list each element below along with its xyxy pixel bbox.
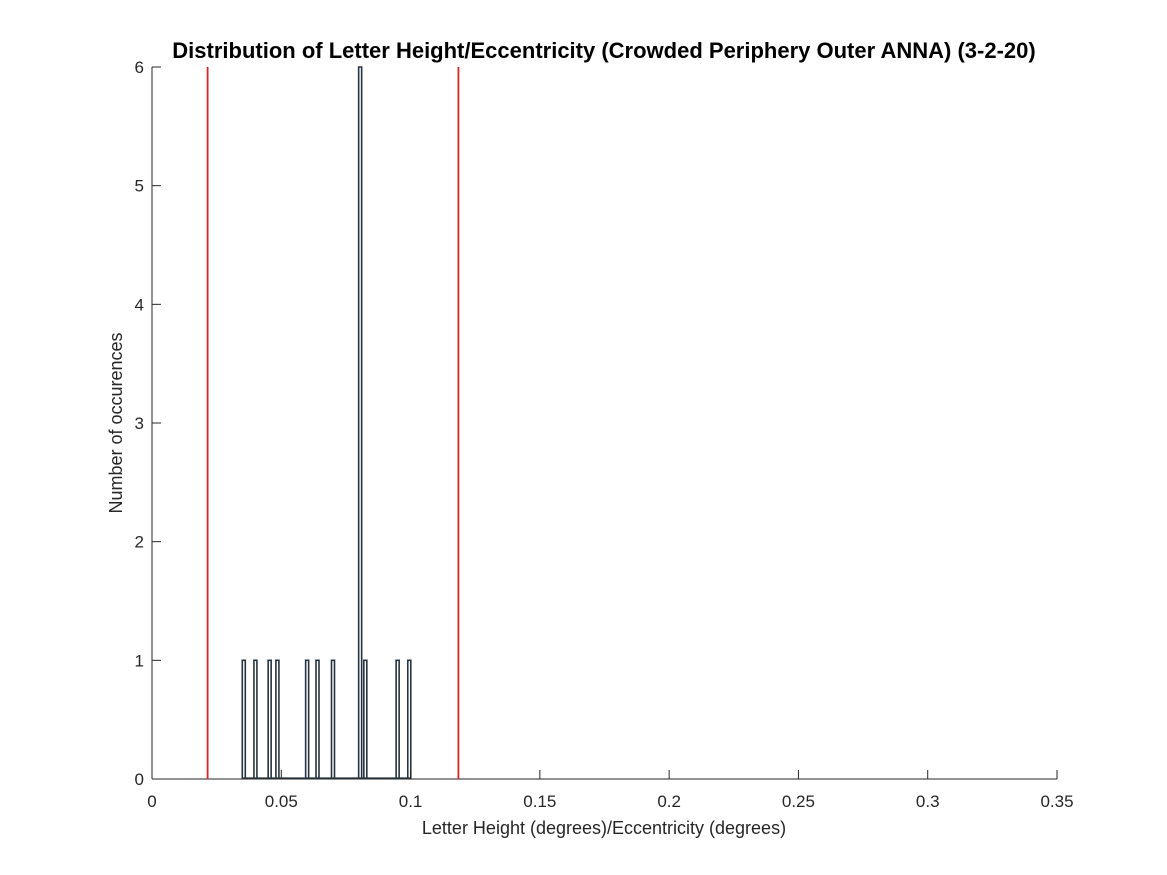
- histogram-bar: [395, 659, 400, 779]
- histogram-bar: [315, 659, 320, 779]
- plot-area: 0 0.05 0.1 0.15 0.2 0.25 0.3 0.35 0 1 2 3 4 5 6: [135, 58, 1074, 811]
- y-axis-label: Number of occurences: [106, 332, 126, 513]
- histogram-bar: [267, 659, 272, 779]
- y-tick-label: 5: [135, 177, 144, 196]
- histogram-bar: [253, 659, 258, 779]
- x-tick-label: 0.1: [399, 792, 423, 811]
- x-tick-label: 0.15: [523, 792, 556, 811]
- y-tick-label: 6: [135, 58, 144, 77]
- histogram-bar: [363, 659, 368, 779]
- x-tick-label: 0.25: [782, 792, 815, 811]
- y-axis-ticks: 0 1 2 3 4 5 6: [135, 58, 161, 789]
- histogram-bar: [406, 659, 412, 779]
- y-tick-label: 3: [135, 414, 144, 433]
- histogram-bar: [304, 659, 310, 779]
- histogram-bar: [275, 659, 280, 779]
- x-tick-label: 0.3: [916, 792, 940, 811]
- y-tick-label: 2: [135, 533, 144, 552]
- y-tick-label: 1: [135, 651, 144, 670]
- histogram-bar: [241, 659, 247, 779]
- x-tick-label: 0.35: [1040, 792, 1073, 811]
- histogram-bar: [357, 66, 363, 779]
- x-tick-label: 0.05: [265, 792, 298, 811]
- x-axis-ticks: 0 0.05 0.1 0.15 0.2 0.25 0.3 0.35: [147, 770, 1074, 811]
- histogram-bar: [330, 659, 336, 779]
- reference-lines: [206, 67, 460, 779]
- chart-title: Distribution of Letter Height/Eccentrici…: [172, 38, 1035, 63]
- y-tick-label: 0: [135, 770, 144, 789]
- x-axis-label: Letter Height (degrees)/Eccentricity (de…: [422, 818, 786, 838]
- x-tick-label: 0.2: [657, 792, 681, 811]
- y-tick-label: 4: [135, 295, 144, 314]
- x-tick-label: 0: [147, 792, 156, 811]
- histogram-bars: [241, 66, 412, 779]
